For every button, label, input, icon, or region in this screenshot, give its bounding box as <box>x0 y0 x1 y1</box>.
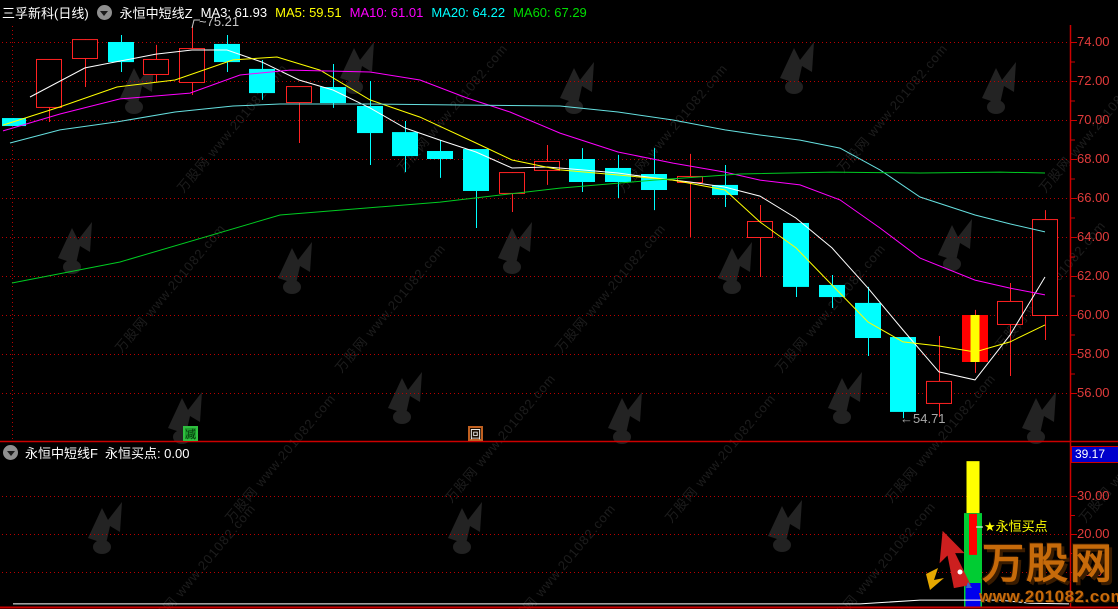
chevron-down-icon <box>6 450 15 456</box>
indicator-value-box: 39.17 <box>1071 446 1118 463</box>
y-axis-label: 60.00 <box>1077 307 1110 322</box>
candle-up <box>926 380 952 404</box>
watermark-logo <box>448 502 482 554</box>
annotation-pointer <box>191 19 200 29</box>
candle-down <box>108 42 134 63</box>
site-logo-url: www.201082.com <box>979 587 1118 606</box>
y-axis-label: 20.00 <box>1077 526 1110 541</box>
y-axis-label: 30.00 <box>1077 488 1110 503</box>
event-marker-badge: 回 <box>468 426 483 441</box>
y-axis-label: 68.00 <box>1077 151 1110 166</box>
site-logo-text: 万股网 <box>982 540 1115 587</box>
y-axis-label: 10.00 <box>1077 564 1110 579</box>
y-axis-label: 70.00 <box>1077 112 1110 127</box>
candle-down <box>855 302 881 339</box>
candle-up <box>72 39 98 59</box>
ma-legend-item: MA10: 61.01 <box>349 4 424 20</box>
watermark-logo <box>768 500 802 552</box>
price-annotation: ~75.21 <box>199 14 240 29</box>
candle-up <box>499 172 525 194</box>
watermark-logo <box>780 42 814 94</box>
candle-down <box>569 159 595 183</box>
watermark-logo <box>718 242 752 294</box>
candle-up <box>1032 219 1058 316</box>
candle-signal-stripe <box>970 315 980 362</box>
indicator-bar <box>965 583 981 607</box>
ma-line-MA60 <box>11 171 1046 284</box>
candle-down <box>320 87 346 104</box>
ma-legend-item: MA20: 64.22 <box>431 4 506 20</box>
indicator-toggle-icon[interactable] <box>96 4 112 20</box>
watermark-logo <box>88 502 122 554</box>
watermark-logo <box>608 392 642 444</box>
candle-down <box>783 222 809 287</box>
stock-title: 三孚新科(日线) <box>2 5 89 21</box>
sub-indicator-value: 永恒买点: 0.00 <box>104 445 190 461</box>
watermark-logo <box>120 62 154 114</box>
watermark-logo <box>982 62 1016 114</box>
y-axis-label: 64.00 <box>1077 229 1110 244</box>
buy-signal-label: ★永恒买点 <box>984 519 1048 534</box>
candles-layer <box>2 26 1058 419</box>
candle-down <box>819 284 845 298</box>
site-mascot-logo <box>926 530 972 590</box>
indicator-line <box>13 599 1069 605</box>
watermark-logo <box>1022 392 1056 444</box>
sub-indicator-name: 永恒中短线F <box>25 445 98 461</box>
y-axis-label: 58.00 <box>1077 346 1110 361</box>
y-axis-label: 62.00 <box>1077 268 1110 283</box>
ma-legend-item: MA60: 67.29 <box>513 4 587 20</box>
ma-line-MA5 <box>2 56 1046 353</box>
chevron-down-icon <box>100 10 109 16</box>
watermark-logo <box>938 219 972 271</box>
watermark-logo <box>828 372 862 424</box>
event-marker-badge: 减 <box>183 426 198 441</box>
watermark-logo <box>498 222 532 274</box>
price-annotation: ←54.71 <box>900 411 946 426</box>
candle-up <box>747 221 773 238</box>
y-axis-label: 72.00 <box>1077 73 1110 88</box>
candle-down <box>214 43 240 63</box>
candle-up <box>36 58 62 108</box>
candle-up <box>534 160 560 171</box>
sub-header: 永恒中短线F 永恒买点: 0.00 <box>3 444 190 461</box>
ma-line-MA3 <box>29 49 1046 381</box>
ma-legend-item: MA5: 59.51 <box>275 4 342 20</box>
ma-legend-item: MA3: 61.93 <box>200 4 268 20</box>
main-header: 三孚新科(日线) 永恒中短线Z MA3: 61.93 MA5: 59.51 MA10… <box>2 3 587 21</box>
candle-down <box>463 149 489 191</box>
y-axis-label: 56.00 <box>1077 385 1110 400</box>
candle-down <box>392 132 418 157</box>
candle-down <box>357 105 383 134</box>
indicator-name: 永恒中短线Z <box>119 5 193 21</box>
watermark-logo <box>388 372 422 424</box>
candle-up <box>143 58 169 75</box>
y-axis-label: 74.00 <box>1077 34 1110 49</box>
candle-down <box>427 151 453 159</box>
watermark-logo <box>278 242 312 294</box>
candle-down <box>890 337 916 412</box>
ma-line-MA20 <box>9 103 1046 233</box>
watermark-logo <box>340 42 374 94</box>
ma-line-MA10 <box>2 69 1046 296</box>
candle-up <box>286 86 312 104</box>
y-axis-label: 66.00 <box>1077 190 1110 205</box>
ma-legend: MA3: 61.93 MA5: 59.51 MA10: 61.01 MA20: 64.… <box>201 5 587 20</box>
sub-indicator-toggle-icon[interactable] <box>3 444 18 460</box>
candle-up <box>997 300 1023 325</box>
indicator-bar <box>966 461 980 514</box>
indicator-bar <box>969 513 977 555</box>
candle-up <box>677 175 703 184</box>
